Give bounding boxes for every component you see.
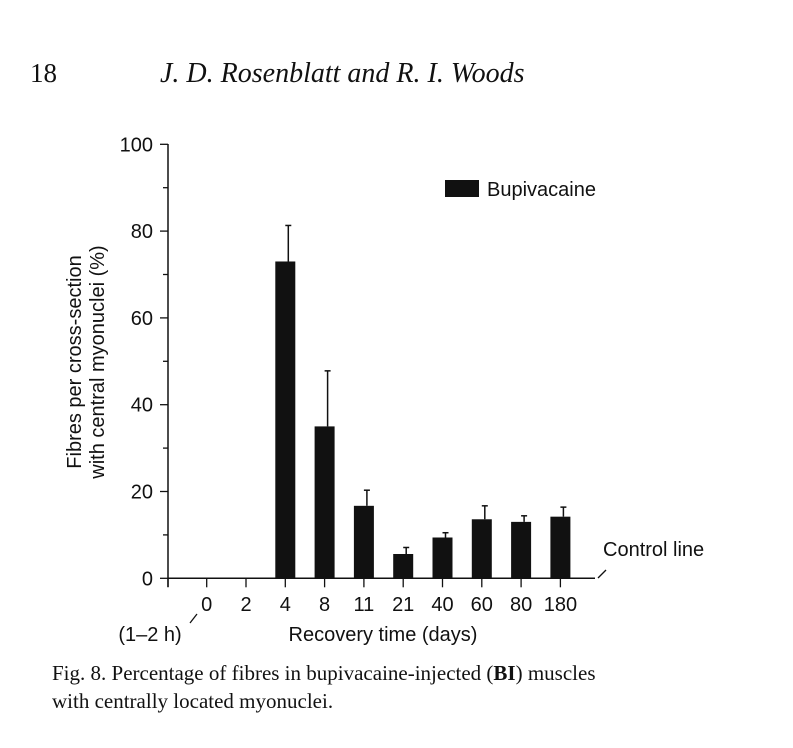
y-axis-label-line2: with central myonuclei (%)	[87, 245, 109, 479]
x-tick-label: 0	[201, 594, 212, 616]
bar-21	[393, 553, 414, 579]
page-number: 18	[30, 58, 57, 88]
x-tick-label: 8	[319, 594, 330, 616]
figure-caption-line1: Fig. 8. Percentage of fibres in bupivaca…	[52, 661, 596, 685]
bar-4	[275, 261, 296, 579]
bar-60	[471, 519, 492, 579]
y-axis-label-line1: Fibres per cross-section	[64, 255, 86, 468]
x-tick-label: 180	[544, 594, 577, 616]
annotation-pointer	[189, 613, 198, 624]
y-tick-label: 60	[131, 308, 153, 330]
bar-11	[353, 505, 374, 579]
legend-swatch	[445, 180, 479, 197]
x-tick-label: 4	[280, 594, 291, 616]
control-line-label: Control line	[603, 539, 704, 561]
bar-80	[511, 521, 532, 579]
bar-8	[314, 426, 335, 579]
x-tick-label: 11	[354, 594, 375, 616]
running-header-authors: J. D. Rosenblatt and R. I. Woods	[160, 58, 525, 89]
x-axis-label: Recovery time (days)	[289, 624, 478, 646]
figure-caption-line2: with centrally located myonuclei.	[52, 689, 333, 713]
chart: 0 20 40 60 80 100 0 2 4 8 11 21 40 60 80 180 Fibres pe…	[64, 134, 704, 646]
bar-40	[432, 537, 453, 579]
y-tick-label: 100	[120, 134, 153, 156]
legend-label: Bupivacaine	[487, 179, 596, 201]
x-tick-label: 21	[392, 594, 414, 616]
y-tick-label: 80	[131, 221, 153, 243]
x-annotation-1-2h: (1–2 h)	[118, 624, 181, 646]
x-tick-label: 80	[510, 594, 532, 616]
y-tick-label: 0	[142, 568, 153, 590]
y-tick-label: 40	[131, 395, 153, 417]
x-tick-label: 40	[431, 594, 453, 616]
y-tick-label: 20	[131, 482, 153, 504]
x-tick-label: 60	[471, 594, 493, 616]
control-line-pointer	[597, 569, 607, 579]
x-tick-label: 2	[240, 594, 251, 616]
bar-180	[550, 516, 571, 579]
